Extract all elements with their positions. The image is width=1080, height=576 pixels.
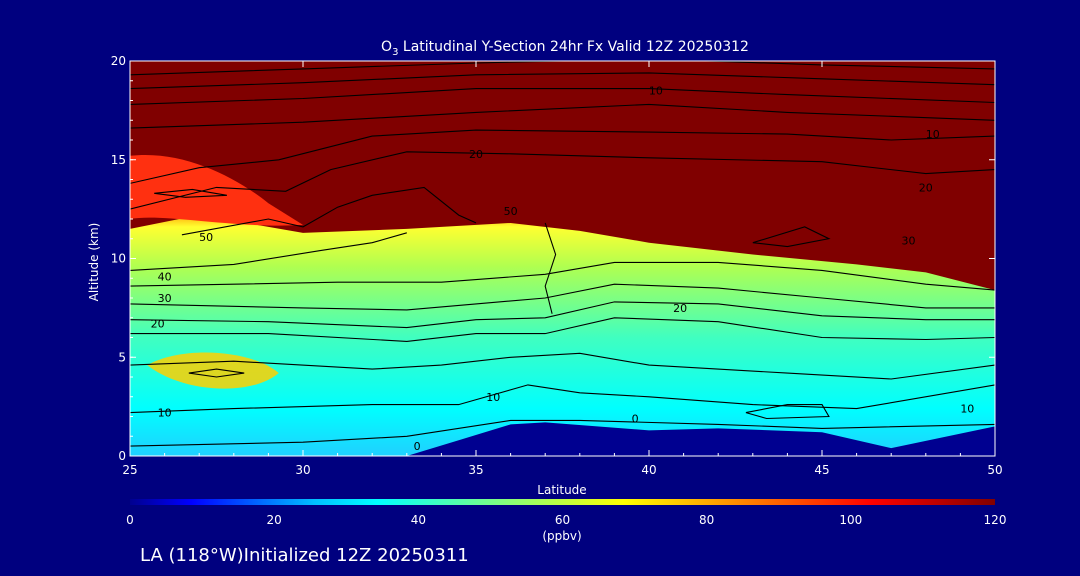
- contour-line: [130, 419, 995, 447]
- contour-label: 20: [469, 148, 483, 161]
- contour-label: 10: [158, 407, 172, 420]
- contour-label: 40: [158, 270, 172, 283]
- contour-line: [130, 103, 995, 129]
- contour-label: 0: [611, 49, 618, 62]
- x-tick-label: 50: [987, 463, 1002, 477]
- x-tick-label: 35: [468, 463, 483, 477]
- contour-label: 30: [158, 292, 172, 305]
- x-tick-label: 30: [295, 463, 310, 477]
- contour-label: 30: [902, 235, 916, 248]
- x-tick-label: 40: [641, 463, 656, 477]
- plot-area: 0 10 20 10 20 50 30 50 40 30 20 20 10 10 10 0 0: [130, 49, 995, 456]
- contour-line: [130, 232, 407, 271]
- y-axis-label: Altitude (km): [87, 223, 101, 302]
- colorbar-gradient: [130, 499, 995, 505]
- contour-line: [544, 222, 557, 314]
- contour-label: 50: [199, 231, 213, 244]
- x-axis-label: Latitude: [537, 483, 586, 497]
- x-tick-label: 45: [814, 463, 829, 477]
- contour-line: [130, 384, 995, 414]
- colorbar-tick-label: 20: [267, 513, 282, 527]
- colorbar-tick-label: 60: [555, 513, 570, 527]
- x-axis: 25 30 35 40 45 50: [122, 61, 1003, 477]
- contour-line: [130, 88, 995, 105]
- terrain-surface: [130, 422, 995, 456]
- contour-line: [154, 188, 227, 198]
- contour-label: 10: [926, 128, 940, 141]
- contour-line: [745, 404, 830, 420]
- contour-lines: [130, 61, 995, 447]
- contour-labels: 0 10 20 10 20 50 30 50 40 30 20 20 10 10 10 0 0: [151, 49, 975, 453]
- y-tick-label: 15: [111, 153, 126, 167]
- contour-label: 50: [504, 205, 518, 218]
- y-tick-label: 0: [118, 449, 126, 463]
- contour-line: [130, 129, 995, 184]
- chart-title: O3 Latitudinal Y-Section 24hr Fx Valid 1…: [381, 39, 749, 58]
- y-tick-label: 5: [118, 350, 126, 364]
- contour-label: 20: [919, 181, 933, 194]
- contour-label: 0: [414, 440, 421, 453]
- contour-line: [130, 72, 995, 90]
- colorbar-tick-label: 40: [411, 513, 426, 527]
- contour-line: [181, 186, 477, 236]
- y-axis: 0 5 10 15 20: [111, 54, 995, 463]
- stratospheric-ozone-region: [130, 61, 995, 291]
- y-tick-label: 10: [111, 252, 126, 266]
- colorbar-ticks: 0 20 40 60 80 100 120: [126, 513, 1006, 527]
- colorbar-tick-label: 100: [839, 513, 862, 527]
- high-ozone-intrusion: [130, 154, 303, 226]
- contour-line: [130, 317, 995, 342]
- contour-line: [130, 301, 995, 329]
- contour-line: [130, 283, 995, 311]
- contour-label: 20: [151, 318, 165, 331]
- contour-label: 10: [486, 391, 500, 404]
- footer-caption: LA (118°W)Initialized 12Z 20250311: [140, 545, 469, 566]
- x-tick-label: 25: [122, 463, 137, 477]
- contour-label: 10: [960, 403, 974, 416]
- colorbar-tick-label: 120: [984, 513, 1007, 527]
- contour-line: [752, 226, 831, 248]
- contour-line: [130, 352, 995, 380]
- colorbar-tick-label: 0: [126, 513, 134, 527]
- contour-label: 20: [673, 302, 687, 315]
- contour-line: [130, 151, 995, 210]
- contour-label: 10: [649, 85, 663, 98]
- contour-line: [188, 368, 245, 378]
- contour-line: [130, 261, 995, 291]
- colorbar: 0 20 40 60 80 100 120 (ppbv): [126, 499, 1006, 543]
- colorbar-tick-label: 80: [699, 513, 714, 527]
- contour-line: [130, 61, 995, 76]
- y-tick-label: 20: [111, 54, 126, 68]
- colorbar-unit: (ppbv): [542, 529, 581, 543]
- contour-label: 0: [632, 412, 639, 425]
